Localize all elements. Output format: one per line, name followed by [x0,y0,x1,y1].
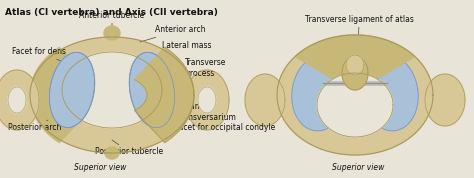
Polygon shape [425,74,465,126]
Polygon shape [30,48,90,143]
Text: Transverse ligament of atlas: Transverse ligament of atlas [305,15,414,83]
Polygon shape [185,70,229,130]
Polygon shape [30,37,194,153]
Text: Superior view: Superior view [74,164,126,172]
Text: Lateral mass: Lateral mass [148,41,211,62]
Text: Posterior arch: Posterior arch [8,120,61,132]
Polygon shape [62,52,162,128]
Text: Anterior tubercle: Anterior tubercle [79,12,145,33]
Polygon shape [198,87,216,113]
Polygon shape [105,147,119,159]
Text: Foramen
transversarium: Foramen transversarium [162,100,237,122]
Text: Facet for dens: Facet for dens [12,48,78,68]
Polygon shape [295,35,415,78]
Text: Impressions
for alar
ligaments: Impressions for alar ligaments [72,75,118,105]
Text: Anterior arch: Anterior arch [140,25,206,42]
Polygon shape [292,55,348,131]
Polygon shape [129,52,174,128]
Polygon shape [49,52,95,128]
Polygon shape [317,73,393,137]
Polygon shape [342,56,368,90]
Polygon shape [0,70,39,130]
Polygon shape [135,48,194,143]
Polygon shape [346,55,364,75]
Polygon shape [277,35,433,155]
Polygon shape [362,55,418,131]
Text: Transverse
process: Transverse process [165,58,227,80]
Text: Superior view: Superior view [332,164,384,172]
Text: Atlas (CI vertebra) and Axis (CII vertebra): Atlas (CI vertebra) and Axis (CII verteb… [5,8,218,17]
Text: Posterior tubercle: Posterior tubercle [95,140,163,156]
Polygon shape [8,87,26,113]
Text: Facet for occipital condyle: Facet for occipital condyle [148,118,275,132]
Polygon shape [104,26,120,40]
Polygon shape [245,74,285,126]
